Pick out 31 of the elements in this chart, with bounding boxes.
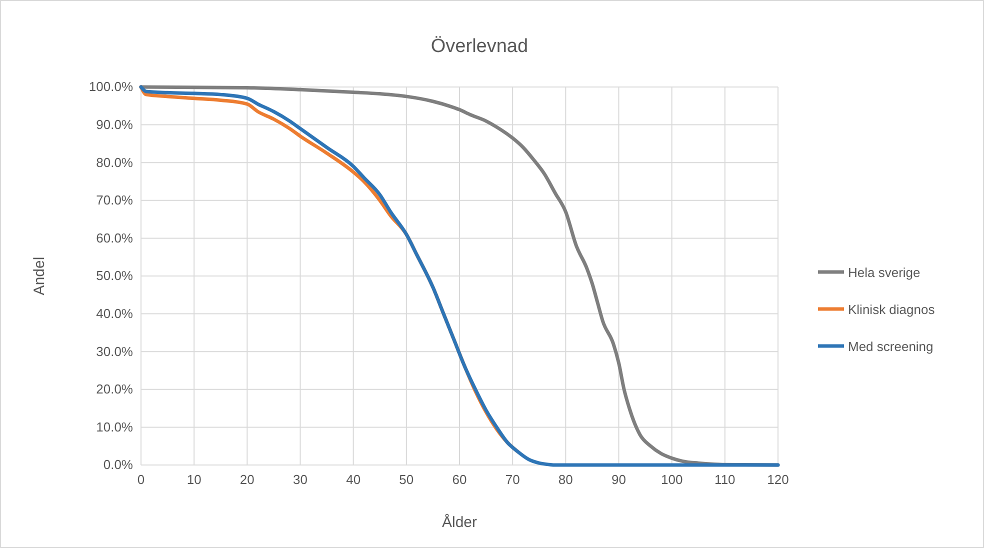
x-tick-label: 10 [186, 472, 202, 488]
y-tick-label: 90.0% [96, 116, 134, 132]
x-tick-label: 60 [452, 472, 467, 488]
x-tick-label: 50 [399, 472, 414, 488]
x-tick-label: 30 [293, 472, 308, 488]
x-tick-label: 120 [767, 472, 789, 488]
y-tick-label: 40.0% [96, 306, 134, 321]
x-tick-label: 110 [714, 472, 736, 488]
y-tick-label: 10.0% [96, 419, 134, 434]
legend-label: Hela sverige [848, 265, 920, 280]
y-tick-label: 50.0% [96, 268, 134, 284]
x-tick-label: 0 [137, 472, 145, 488]
x-tick-label: 20 [240, 472, 254, 488]
legend-label: Med screening [848, 339, 934, 354]
line-series [139, 85, 780, 467]
x-tick-label: 40 [346, 472, 361, 488]
chart-title: Överlevnad [430, 36, 528, 57]
x-tick-label: 90 [612, 472, 626, 488]
y-axis-title: Andel [31, 256, 48, 296]
y-tick-label: 60.0% [96, 230, 134, 246]
y-tick-label: 0.0% [103, 457, 134, 472]
y-tick-label: 20.0% [96, 382, 134, 397]
x-tick-label: 80 [558, 472, 573, 488]
x-axis-title: Ålder [442, 513, 478, 531]
y-tick-label: 80.0% [96, 154, 134, 170]
legend-label: Klinisk diagnos [848, 302, 936, 317]
x-tick-label: 100 [660, 472, 683, 488]
y-tick-label: 100.0% [88, 79, 134, 94]
y-tick-label: 30.0% [96, 344, 134, 359]
y-tick-label: 70.0% [96, 192, 134, 208]
x-tick-label: 70 [505, 472, 520, 488]
